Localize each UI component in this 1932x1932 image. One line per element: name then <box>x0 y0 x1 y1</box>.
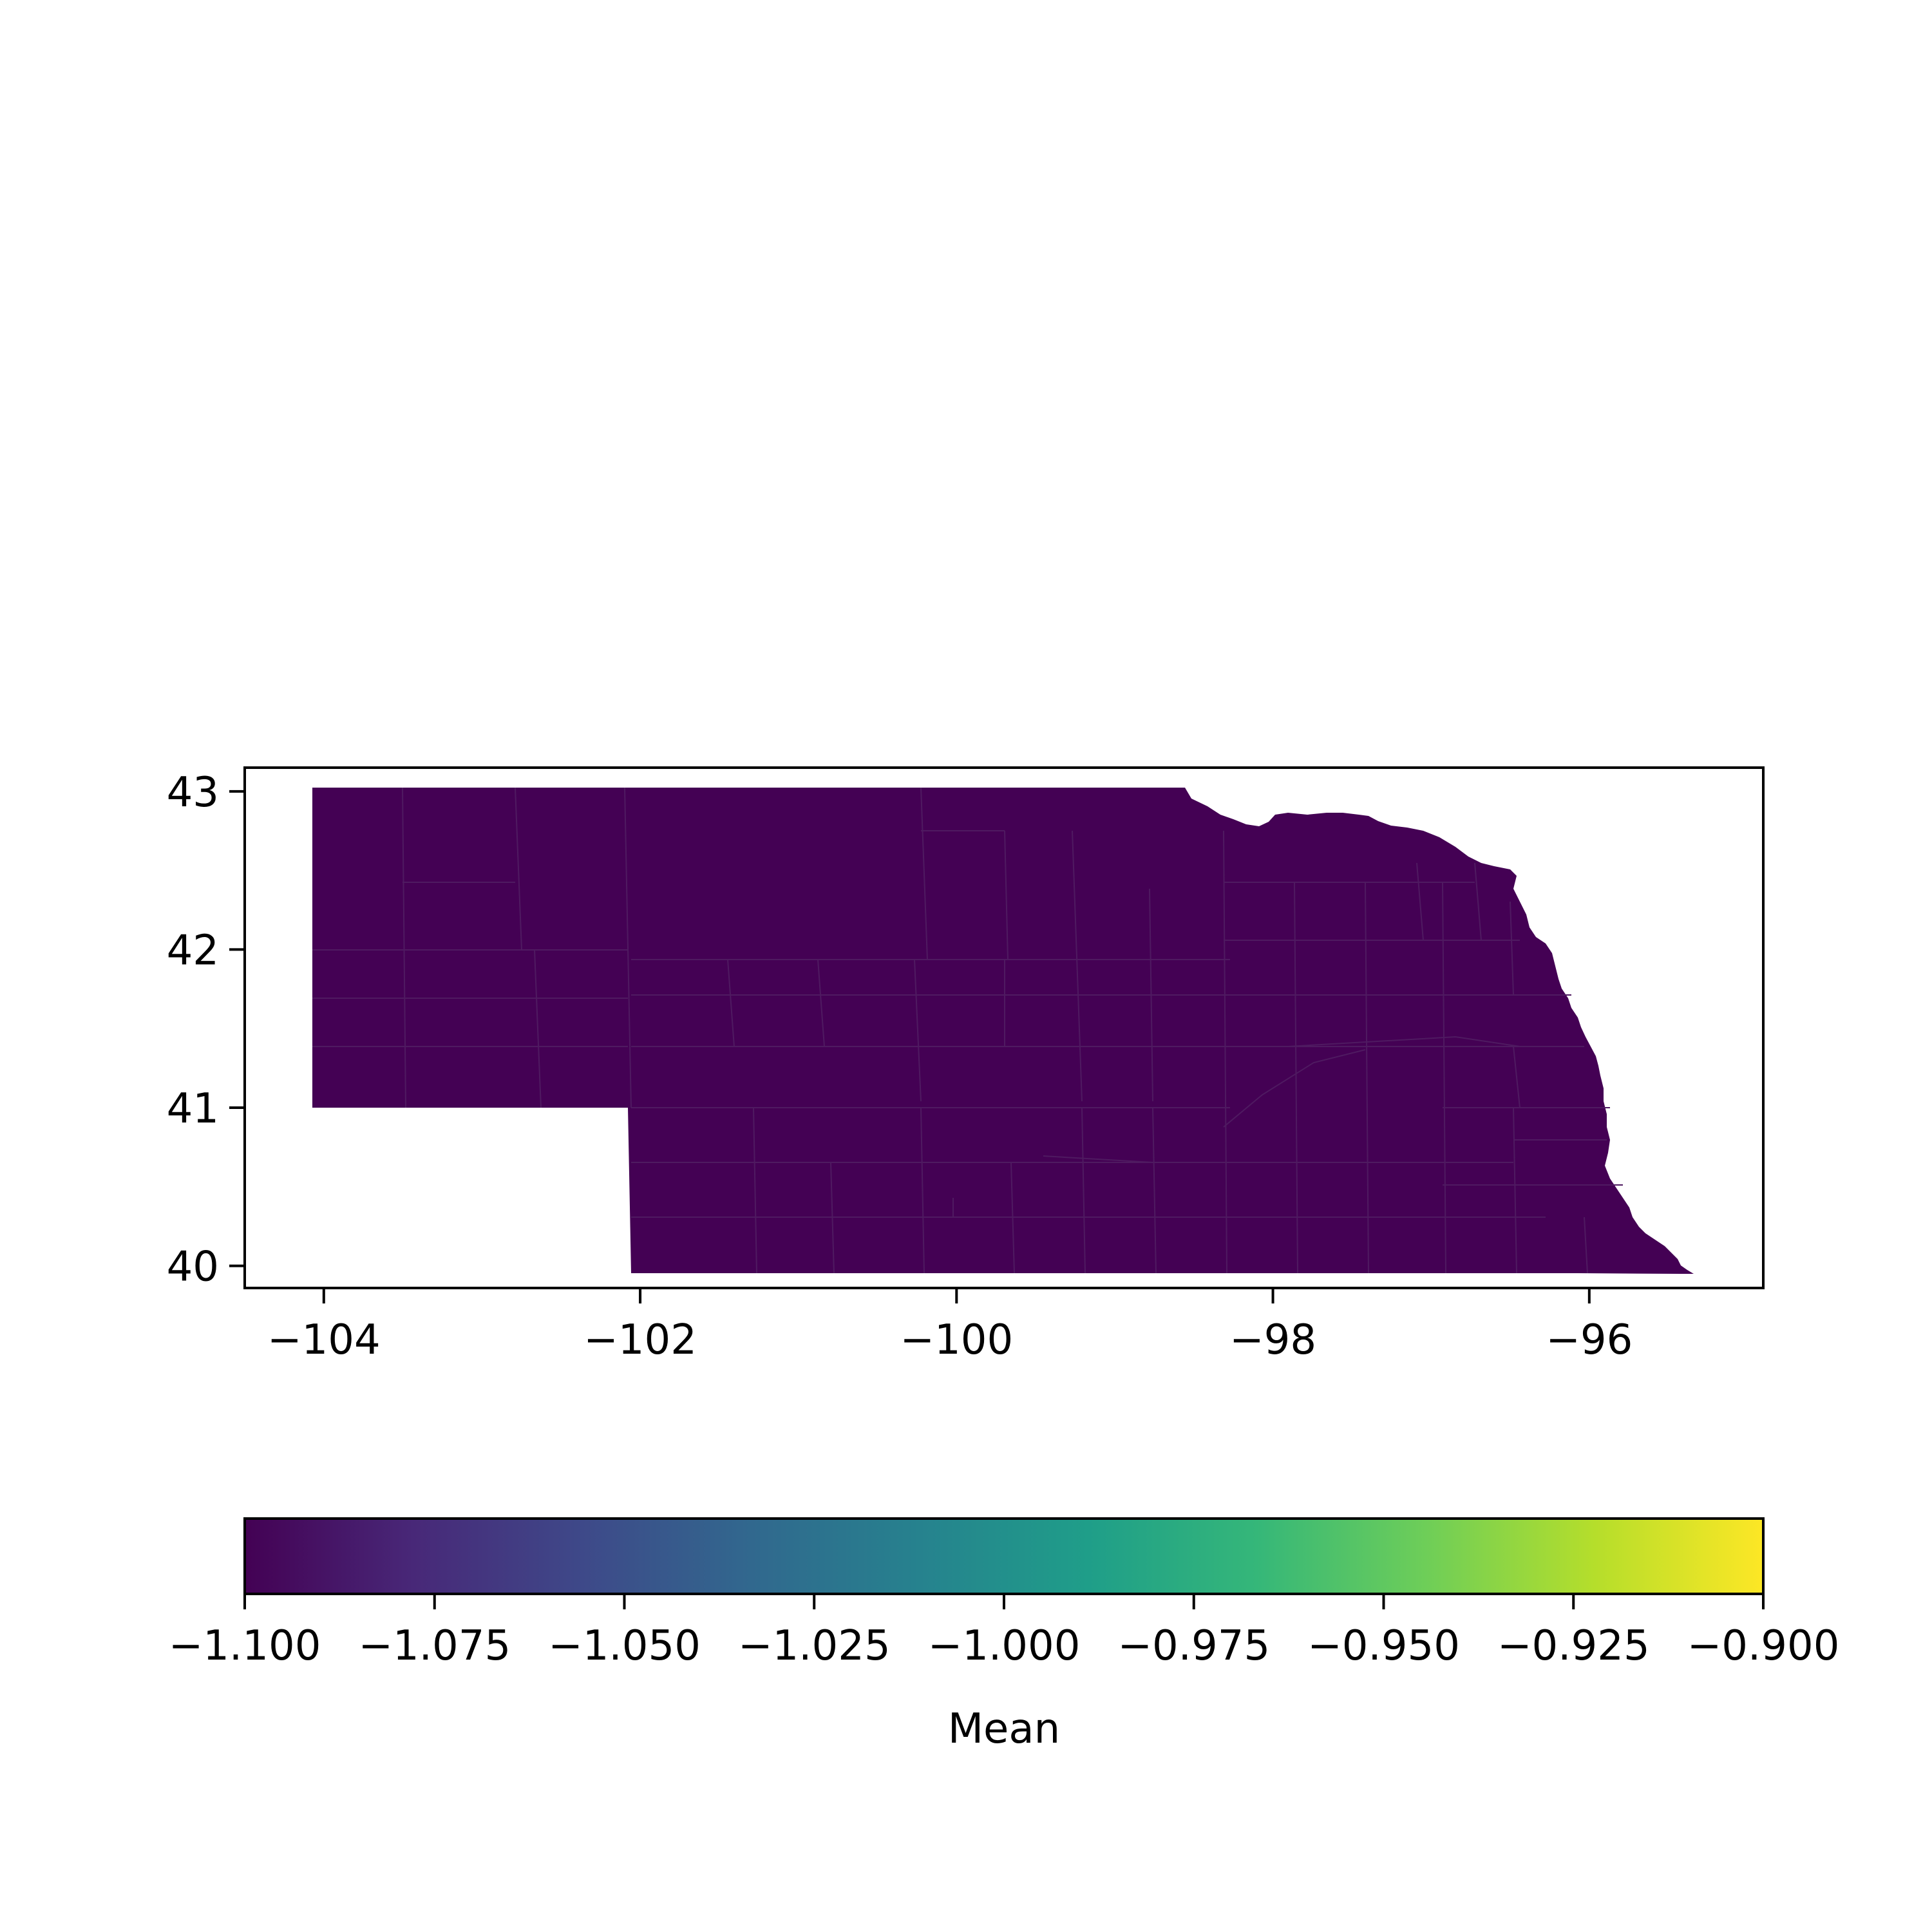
colorbar-ticks: −1.100 −1.075 −1.050 −1.025 −1.000 −0.975 −0.9… <box>169 1594 1840 1670</box>
county-boundary-line <box>1294 882 1298 1274</box>
colorbar-tick-label: −1.100 <box>169 1622 321 1670</box>
nebraska-state-shape <box>312 788 1694 1274</box>
county-boundary-line <box>727 959 735 1047</box>
county-boundary-line <box>914 959 922 1102</box>
county-boundary-line <box>1149 888 1153 1102</box>
colorbar-tick-label: −0.950 <box>1307 1622 1460 1670</box>
y-tick-label: 41 <box>167 1085 219 1133</box>
county-boundary-line <box>1010 1162 1015 1274</box>
county-boundary-line <box>1416 862 1424 941</box>
y-tick-label: 43 <box>167 769 219 817</box>
county-boundary-line <box>817 959 825 1047</box>
colorbar-tick-label: −0.975 <box>1117 1622 1270 1670</box>
x-tick-label: −100 <box>900 1316 1013 1364</box>
county-boundary-line <box>1510 901 1514 996</box>
colorbar: −1.100 −1.075 −1.050 −1.025 −1.000 −0.975 −0.9… <box>169 1517 1840 1753</box>
y-tick-label: 42 <box>167 927 219 974</box>
county-boundary-line <box>920 1107 925 1274</box>
x-tick-label: −104 <box>267 1316 381 1364</box>
county-boundary-line <box>534 949 542 1108</box>
x-tick-label: −96 <box>1546 1316 1633 1364</box>
county-boundary-line <box>1365 882 1369 1274</box>
county-boundary-line <box>753 1107 757 1274</box>
nebraska-map <box>312 787 1694 1274</box>
county-boundary-line <box>402 787 406 1108</box>
map-frame <box>243 766 1765 1289</box>
county-boundary-line <box>1223 1049 1366 1128</box>
county-boundary-line <box>1004 830 1009 960</box>
county-boundary-line <box>515 787 522 951</box>
county-boundary-line <box>1223 830 1227 1274</box>
county-boundary-line <box>920 787 928 960</box>
colorbar-gradient <box>245 1519 1763 1594</box>
x-tick-label: −98 <box>1229 1316 1316 1364</box>
county-boundary-line <box>1287 1036 1520 1047</box>
colorbar-tick-label: −0.900 <box>1687 1622 1840 1670</box>
county-boundary-line <box>830 1162 835 1274</box>
colorbar-tick-label: −1.050 <box>548 1622 701 1670</box>
county-boundary-line <box>1584 1217 1588 1274</box>
county-boundaries <box>312 787 1623 1274</box>
y-tick-label: 40 <box>167 1244 219 1291</box>
county-boundary-line <box>1513 1107 1517 1274</box>
map-axes: −104 −102 −100 −98 −96 40 41 42 43 <box>167 766 1765 1364</box>
county-boundary-line <box>1072 830 1083 1102</box>
county-boundary-line <box>1442 882 1446 1274</box>
county-boundary-line <box>624 787 632 1108</box>
county-boundary-line <box>1043 1155 1153 1163</box>
colorbar-label: Mean <box>948 1705 1060 1753</box>
county-boundary-line <box>1152 1107 1157 1274</box>
county-boundary-line <box>1474 862 1482 941</box>
colorbar-tick-label: −1.000 <box>928 1622 1081 1670</box>
colorbar-tick-label: −0.925 <box>1497 1622 1650 1670</box>
county-boundary-line <box>1513 1046 1520 1108</box>
longitude-ticks: −104 −102 −100 −98 −96 <box>267 1288 1633 1364</box>
colorbar-tick-label: −1.025 <box>738 1622 891 1670</box>
x-tick-label: −102 <box>583 1316 697 1364</box>
colorbar-tick-label: −1.075 <box>358 1622 511 1670</box>
latitude-ticks: 40 41 42 43 <box>167 769 245 1291</box>
county-boundary-line <box>1081 1107 1086 1274</box>
